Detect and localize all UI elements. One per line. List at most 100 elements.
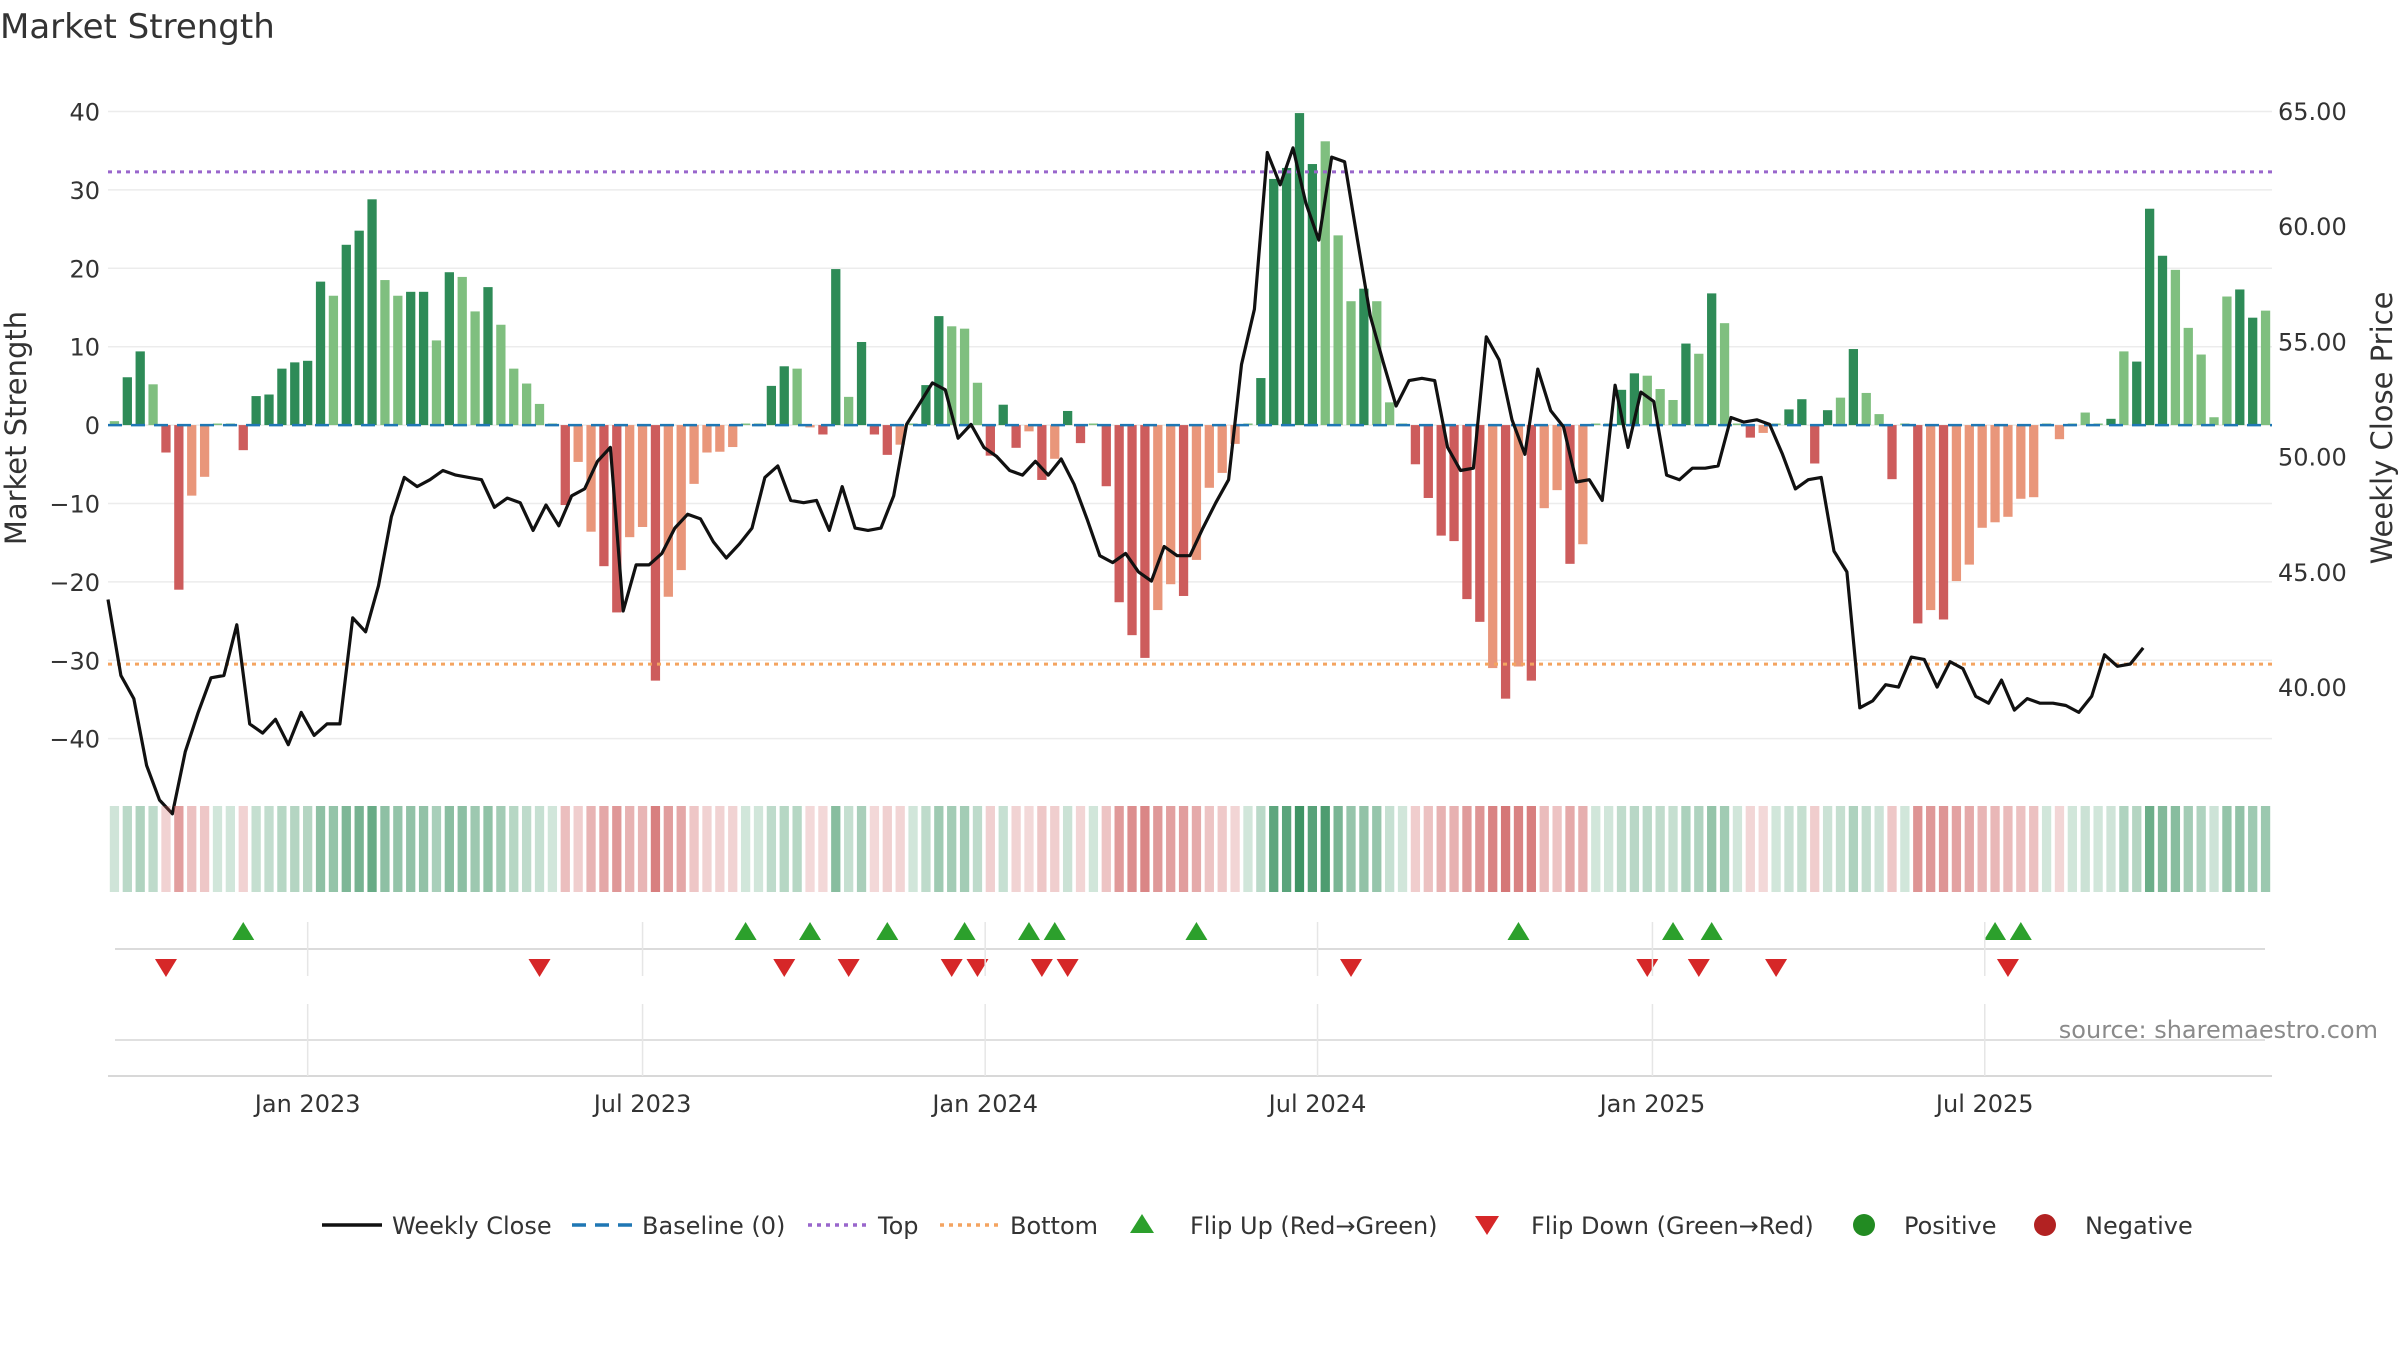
strip-cell (2248, 806, 2258, 892)
strength-bar (1526, 425, 1536, 681)
y2-tick-label: 65.00 (2278, 98, 2347, 126)
strength-bar (212, 423, 223, 426)
strip-cell (1178, 806, 1189, 892)
strip-cell (1359, 806, 1369, 892)
strength-bar (1050, 425, 1060, 459)
strength-bar (1024, 425, 1034, 432)
strength-bar (199, 425, 210, 477)
strip-cell (560, 806, 570, 892)
strip-cell (238, 806, 248, 892)
reference-lines (108, 170, 2272, 666)
strip-cell (1990, 806, 2000, 892)
strength-bar (2054, 425, 2065, 440)
strip-cell (1243, 806, 1253, 892)
flip-down-marker (154, 959, 177, 977)
strip-cell (1050, 806, 1060, 892)
flip-down-marker (966, 959, 989, 977)
strip-cell (341, 806, 351, 892)
strip-cell (483, 806, 493, 892)
y2-tick-label: 50.00 (2278, 444, 2347, 472)
flip-up-marker (232, 922, 255, 940)
x-tick-label: Jul 2024 (1267, 1090, 1367, 1118)
strip-cell (689, 806, 699, 892)
strength-bar (1269, 178, 1279, 426)
strip-cell (715, 806, 725, 892)
flip-down-marker (1030, 959, 1053, 977)
strength-bar (740, 423, 751, 426)
strip-cell (882, 806, 892, 892)
strip-cell (1719, 806, 1730, 892)
strength-bar (135, 351, 145, 426)
strip-cell (457, 806, 467, 892)
strength-bar (1616, 389, 1627, 426)
y-tick-label: 0 (85, 412, 100, 440)
strength-bar (1307, 164, 1318, 426)
strength-bar (1037, 425, 1047, 480)
flip-up-marker (2009, 922, 2032, 940)
strip-cell (1745, 806, 1755, 892)
strip-cell (650, 806, 661, 892)
strip-cell (573, 806, 583, 892)
x-tick-label: Jan 2025 (1598, 1090, 1706, 1118)
legend-item-5: Flip Down (Green→Red) (1475, 1212, 1814, 1240)
strip-cell (2016, 806, 2026, 892)
strip-cell (1269, 806, 1279, 892)
strip-cell (1449, 806, 1459, 892)
strip-cell (1565, 806, 1575, 892)
strip-cell (431, 806, 442, 892)
strip-cell (1913, 806, 1923, 892)
strength-bar (1333, 235, 1343, 426)
strip-cell (1191, 806, 1202, 892)
legend-item-7: Negative (2034, 1212, 2193, 1240)
strength-bar (1204, 425, 1214, 488)
strip-cell (792, 806, 802, 892)
y-tick-label: 20 (69, 255, 100, 283)
strip-cell (831, 806, 841, 892)
legend-label: Negative (2085, 1212, 2193, 1240)
strip-cell (1114, 806, 1124, 892)
strip-cell (972, 806, 983, 892)
strip-cell (1037, 806, 1047, 892)
strip-cell (908, 806, 918, 892)
y2-tick-label: 40.00 (2278, 674, 2347, 702)
strength-bar (1565, 425, 1575, 564)
strength-bar (406, 291, 416, 426)
strength-bar (1127, 425, 1137, 636)
strength-bar (1191, 425, 1202, 560)
strip-cell (303, 806, 313, 892)
strength-bar (367, 199, 377, 426)
strip-cell (1848, 806, 1859, 892)
strength-bar (1178, 425, 1189, 596)
strip-cell (1629, 806, 1640, 892)
strength-bar (534, 403, 545, 426)
strength-bar (650, 425, 661, 681)
strip-cell (947, 806, 957, 892)
strength-bar (1140, 425, 1150, 658)
x-tick-label: Jul 2025 (1934, 1090, 2034, 1118)
strength-bar (1475, 425, 1485, 622)
strength-bar (470, 311, 480, 426)
flip-markers-panel (115, 922, 2265, 977)
strip-cell (1732, 806, 1743, 892)
legend-item-0: Weekly Close (322, 1212, 552, 1240)
strip-cell (2144, 806, 2155, 892)
strip-cell (1217, 806, 1227, 892)
strength-bar (1810, 425, 1820, 464)
strength-bar (315, 281, 326, 426)
legend-label: Weekly Close (392, 1212, 552, 1240)
strength-bar (2003, 425, 2013, 517)
strip-cell (251, 806, 261, 892)
strip-cell (1681, 806, 1691, 892)
strip-cell (1011, 806, 1021, 892)
strength-bar (2248, 317, 2258, 426)
strength-bar (393, 295, 403, 426)
flip-down-marker (1687, 959, 1710, 977)
strength-bar (444, 272, 454, 426)
strip-cell (1166, 806, 1176, 892)
strip-cell (2080, 806, 2090, 892)
strength-bar (303, 360, 313, 426)
strength-bar (1011, 425, 1021, 448)
strip-cell (612, 806, 622, 892)
flip-up-marker (1185, 922, 1208, 940)
